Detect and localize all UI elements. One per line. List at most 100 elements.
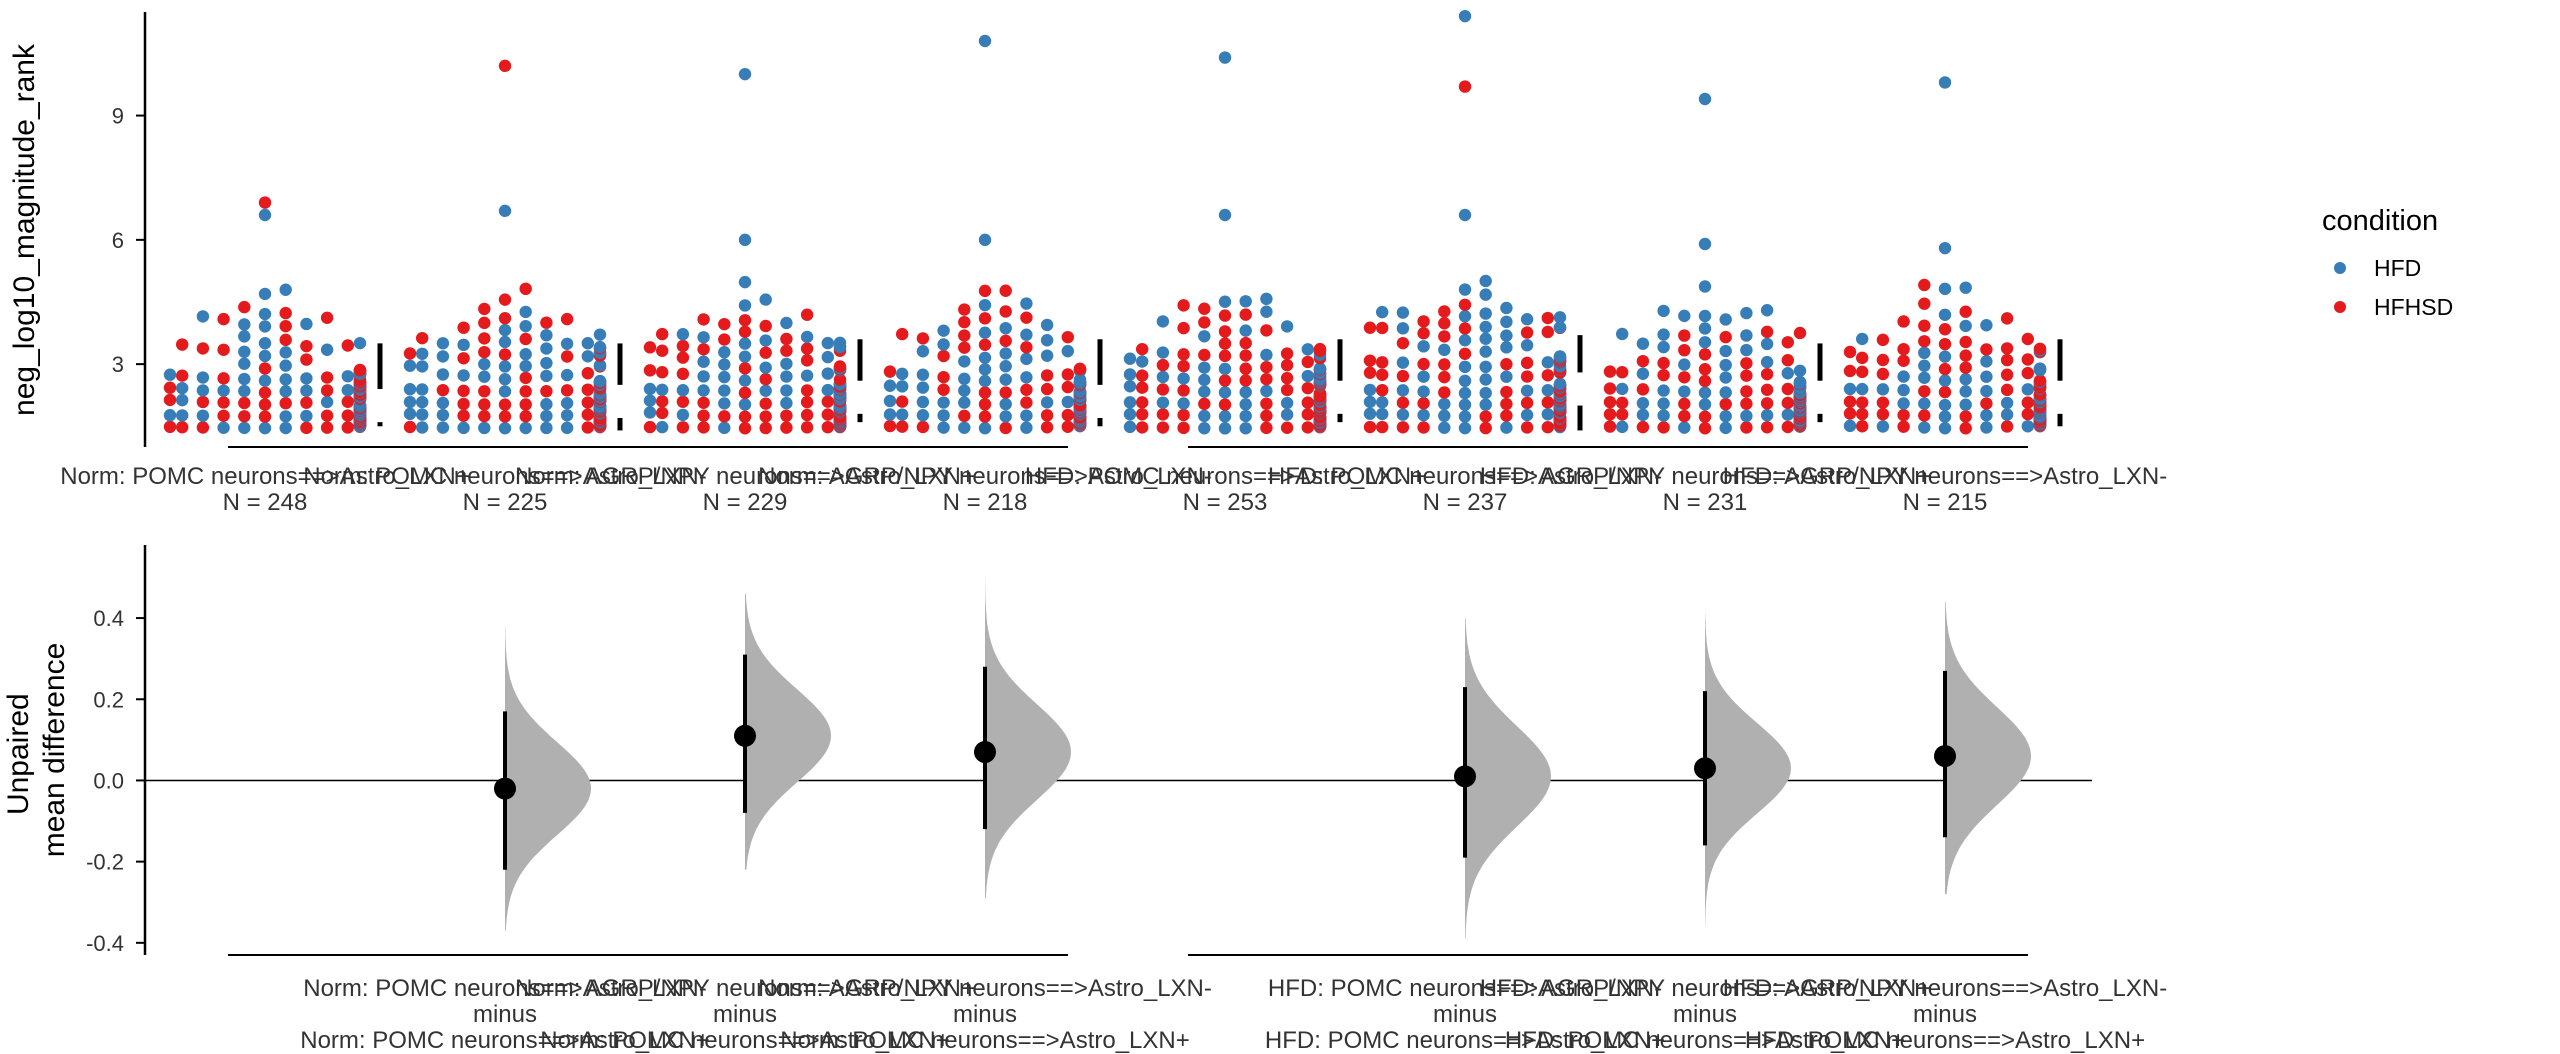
comparison-test-label: HFD: POMC neurons==>Astro_LXN- bbox=[1268, 975, 1662, 1002]
swarm-point-hfhsd bbox=[697, 409, 710, 422]
swarm-point-hfd bbox=[883, 408, 897, 421]
swarm-point-hfd bbox=[1396, 384, 1410, 397]
swarm-point-hfd bbox=[1781, 367, 1795, 380]
swarm-point-hfhsd bbox=[1417, 327, 1430, 340]
delta-y-axis-title: Unpaired mean difference bbox=[2, 643, 71, 858]
swarm-point-hfd bbox=[1479, 307, 1492, 320]
swarm-point-hfhsd bbox=[478, 316, 491, 330]
swarm-point-hfd bbox=[320, 395, 334, 409]
swarm-point-hfd bbox=[780, 370, 793, 383]
swarm-point-hfhsd bbox=[1376, 356, 1389, 369]
swarm-y-axis-title: neg_log10_magnitude_rank bbox=[8, 43, 41, 416]
swarm-point-hfhsd bbox=[457, 352, 470, 365]
swarm-point-hfd bbox=[978, 363, 992, 376]
bootstrap-distribution bbox=[1705, 614, 1791, 927]
swarm-point-hfhsd bbox=[1260, 372, 1273, 386]
swarm-point-hfd bbox=[780, 357, 793, 370]
swarm-point-hfd bbox=[937, 409, 950, 422]
swarm-gap-bars bbox=[377, 335, 2063, 431]
swarm-point-hfhsd bbox=[1603, 365, 1617, 378]
swarm-point-hfhsd bbox=[1177, 348, 1190, 361]
swarm-point-hfd bbox=[1657, 340, 1670, 354]
swarm-point-hfd bbox=[1177, 397, 1190, 410]
swarm-point-hfd bbox=[718, 421, 731, 435]
swarm-point-hfd bbox=[738, 299, 752, 312]
swarm-point-hfhsd bbox=[1520, 356, 1534, 370]
swarm-point-hfhsd bbox=[1239, 362, 1252, 375]
swarm-point-hfd bbox=[1980, 409, 1993, 422]
comparison-test-label: HFD: AGRP/NPY neurons==>Astro_LXN+ bbox=[1480, 975, 1930, 1002]
swarm-point-hfd bbox=[258, 320, 272, 333]
swarm-point-hfd bbox=[519, 348, 532, 361]
swarm-point-hfhsd bbox=[1760, 421, 1774, 434]
swarm-point-hfhsd bbox=[238, 300, 251, 314]
swarm-point-hfhsd bbox=[1156, 358, 1170, 372]
swarm-point-hfd bbox=[1396, 306, 1410, 319]
legend-label-hfhsd: HFHSD bbox=[2374, 294, 2453, 320]
swarm-point-hfd bbox=[498, 373, 512, 386]
swarm-point-hfhsd bbox=[1603, 408, 1617, 421]
swarm-point-hfhsd bbox=[1177, 408, 1190, 422]
swarm-point-hfhsd bbox=[498, 398, 512, 411]
swarm-point-hfd bbox=[780, 316, 793, 330]
delta-y-axis-title-line1: Unpaired bbox=[2, 693, 35, 815]
swarm-point-hfhsd bbox=[1061, 420, 1075, 433]
delta-y-tick-label: 0.2 bbox=[93, 687, 124, 712]
swarm-point-hfd bbox=[1793, 364, 1807, 377]
swarm-point-hfhsd bbox=[1218, 325, 1232, 338]
swarm-point-hfd bbox=[1760, 355, 1774, 369]
swarm-point-hfhsd bbox=[1438, 330, 1451, 343]
swarm-point-hfd bbox=[1856, 382, 1869, 396]
delta-y-ticks: -0.4 -0.2 0.0 0.2 0.4 bbox=[86, 606, 2092, 956]
swarm-point-hfhsd bbox=[2033, 374, 2047, 387]
swarm-point-hfd bbox=[163, 409, 177, 422]
swarm-point-hfhsd bbox=[1657, 356, 1670, 370]
swarm-point-hfhsd bbox=[581, 421, 594, 434]
swarm-point-hfhsd bbox=[1198, 348, 1211, 362]
swarm-point-hfhsd bbox=[780, 344, 793, 357]
swarm-point-hfd bbox=[978, 233, 992, 247]
swarm-point-hfd bbox=[1719, 358, 1732, 372]
swarm-point-hfhsd bbox=[1136, 342, 1149, 356]
swarm-point-hfd bbox=[1061, 344, 1075, 358]
swarm-point-hfd bbox=[1438, 409, 1451, 422]
swarm-point-hfhsd bbox=[163, 393, 177, 407]
swarm-point-hfd bbox=[1136, 355, 1149, 368]
swarm-point-hfd bbox=[478, 370, 491, 383]
swarm-point-hfd bbox=[1698, 386, 1712, 399]
swarm-point-hfd bbox=[457, 338, 470, 352]
swarm-point-hfhsd bbox=[643, 341, 657, 354]
swarm-point-hfd bbox=[1376, 305, 1389, 319]
swarm-point-hfd bbox=[1280, 396, 1294, 410]
swarm-point-hfd bbox=[498, 323, 512, 337]
swarm-point-hfhsd bbox=[1177, 321, 1190, 335]
swarm-point-hfhsd bbox=[2000, 383, 2014, 397]
swarm-point-hfhsd bbox=[738, 422, 752, 435]
comparison-control-label: HFD: POMC neurons==>Astro_LXN+ bbox=[1745, 1027, 2145, 1054]
swarm-point-hfd bbox=[2021, 383, 2035, 396]
swarm-group-label: HFD: AGRP/NPY neurons==>Astro_LXN+ bbox=[1480, 463, 1930, 490]
swarm-point-hfhsd bbox=[1980, 343, 1993, 356]
swarm-point-hfd bbox=[1156, 315, 1170, 328]
swarm-point-hfhsd bbox=[1541, 396, 1555, 409]
swarm-point-hfd bbox=[560, 337, 574, 350]
swarm-point-hfd bbox=[1657, 397, 1670, 410]
swarm-point-hfhsd bbox=[738, 386, 752, 400]
swarm-point-hfhsd bbox=[1500, 385, 1513, 399]
swarm-point-hfhsd bbox=[999, 334, 1012, 348]
swarm-point-hfhsd bbox=[519, 398, 532, 411]
swarm-point-hfhsd bbox=[1198, 397, 1211, 411]
swarm-point-hfhsd bbox=[540, 385, 553, 398]
swarm-point-hfhsd bbox=[478, 345, 491, 359]
swarm-point-hfhsd bbox=[1156, 408, 1170, 421]
swarm-point-hfd bbox=[436, 408, 450, 422]
swarm-point-hfd bbox=[279, 359, 292, 372]
swarm-point-hfhsd bbox=[258, 196, 272, 209]
swarm-point-hfd bbox=[718, 397, 731, 410]
swarm-point-hfhsd bbox=[1959, 410, 1972, 423]
swarm-point-hfd bbox=[1938, 422, 1952, 435]
swarm-point-hfhsd bbox=[697, 343, 710, 356]
swarm-point-hfhsd bbox=[780, 409, 793, 422]
swarm-point-hfhsd bbox=[896, 395, 909, 408]
swarm-point-hfhsd bbox=[258, 362, 272, 375]
